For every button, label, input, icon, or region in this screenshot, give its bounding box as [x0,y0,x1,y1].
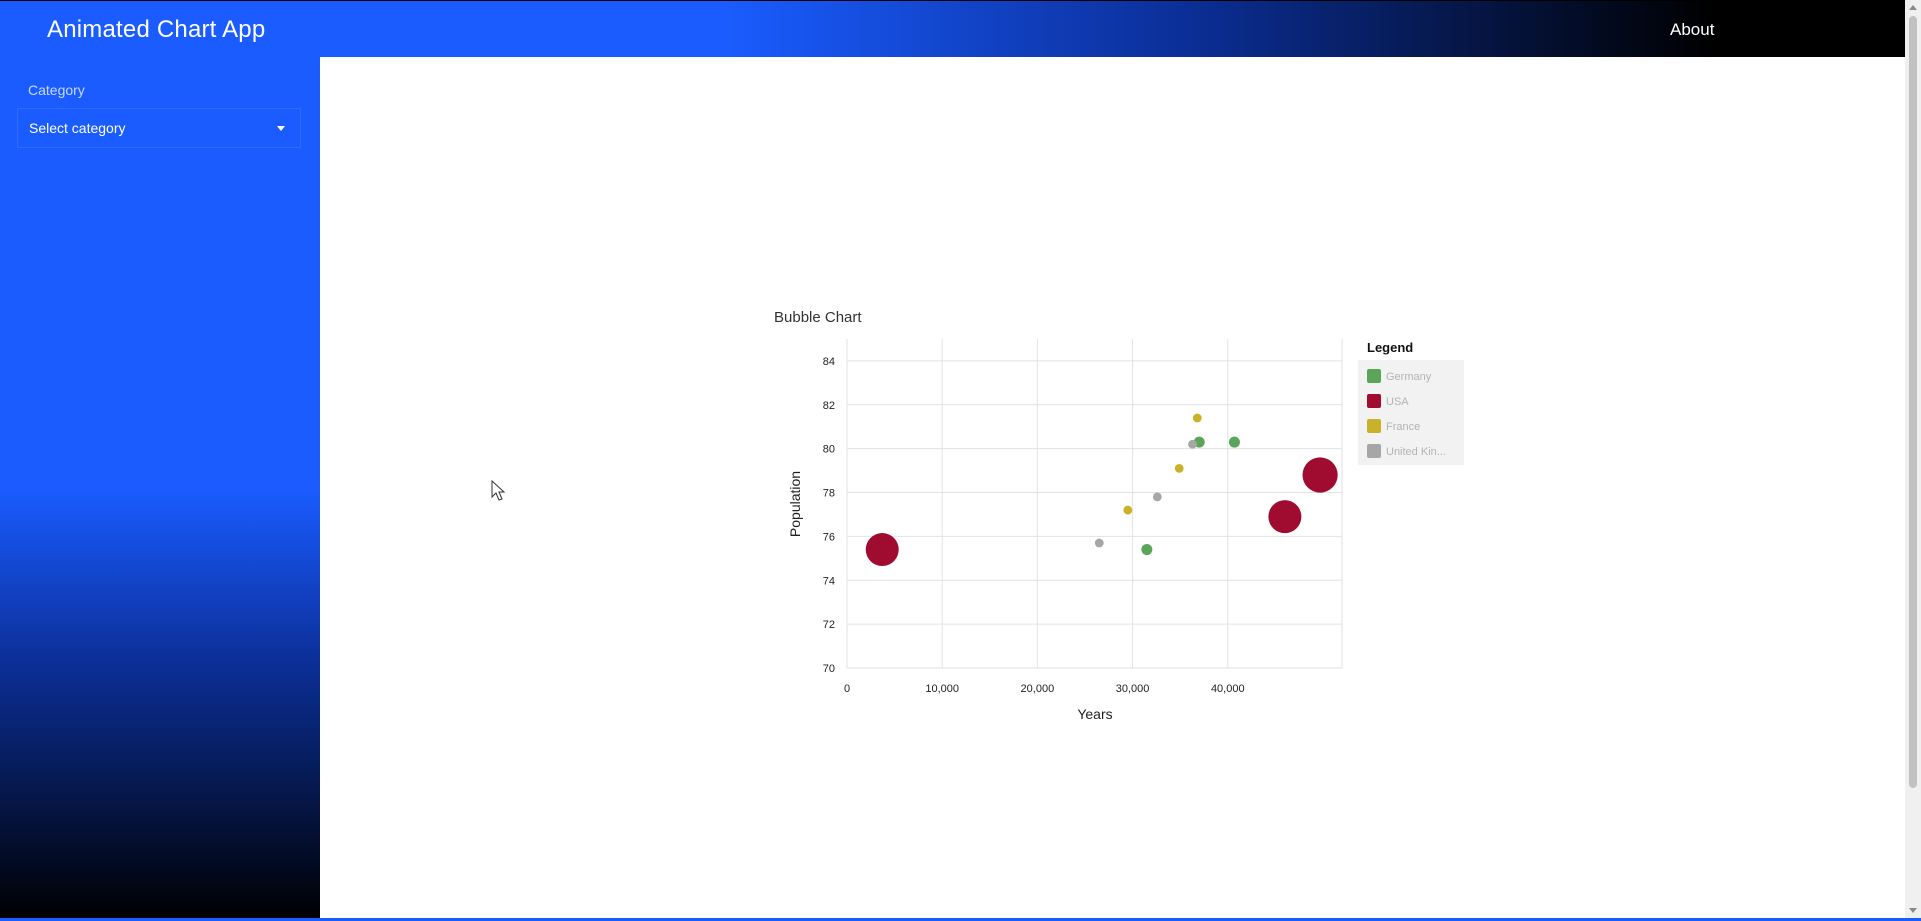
chart-points [865,413,1338,567]
scrollbar-thumb[interactable] [1909,16,1917,788]
bubble-point [1123,505,1133,515]
legend-label: USA [1386,396,1409,408]
chart-title: Bubble Chart [774,309,862,326]
bubble-point [1188,439,1197,449]
legend-label: Germany [1386,371,1432,383]
x-axis-label: Years [1077,706,1112,722]
bubble-point [1268,500,1302,534]
mouse-pointer-icon [491,480,506,501]
bubble-point [1174,464,1184,473]
y-tick-label: 80 [823,444,835,456]
x-tick-label: 0 [844,683,850,695]
chevron-down-icon [277,126,285,131]
legend-label: France [1386,421,1420,433]
legend-swatch [1367,419,1381,433]
category-select-value: Select category [29,120,126,136]
chart-gridlines [846,339,1343,669]
bubble-chart: 70 72 74 76 78 80 82 84 0 10,000 20,000 30,000 40,00… [774,309,1464,722]
category-select[interactable]: Select category [17,108,301,148]
bubble-point [1228,436,1240,448]
category-label: Category [28,82,85,98]
y-tick-label: 78 [823,488,835,500]
x-tick-label: 30,000 [1116,683,1150,695]
bubble-point [1094,538,1104,548]
legend-swatch [1367,444,1381,458]
bubble-point [865,533,899,567]
bubble-point [1302,457,1338,493]
x-tick-label: 10,000 [925,683,959,695]
sidebar: Category Select category [0,57,320,921]
x-tick-label: 40,000 [1211,683,1245,695]
chart-legend: Legend Germany USA France United Kin... [1358,340,1464,465]
y-tick-label: 84 [823,356,835,368]
top-navbar: Animated Chart App About [0,0,1905,58]
bubble-point [1152,492,1162,502]
legend-label: United Kin... [1386,446,1446,458]
app-title: Animated Chart App [47,16,266,43]
y-tick-label: 76 [823,531,835,543]
legend-title: Legend [1367,340,1413,355]
legend-swatch [1367,394,1381,408]
main-content: 70 72 74 76 78 80 82 84 0 10,000 20,000 30,000 40,00… [320,57,1905,921]
y-tick-label: 72 [823,619,835,631]
y-tick-label: 70 [823,663,835,675]
y-axis-label: Population [787,471,803,537]
x-tick-label: 20,000 [1021,683,1055,695]
y-tick-label: 82 [823,400,835,412]
scroll-down-arrow-icon[interactable] [1909,908,1917,913]
about-link[interactable]: About [1670,20,1715,39]
bubble-point [1192,413,1202,423]
scroll-up-arrow-icon[interactable] [1909,5,1917,10]
bubble-point [1141,544,1153,556]
y-tick-label: 74 [823,575,835,587]
window-bottom-edge [0,918,1921,921]
chart-axes: 70 72 74 76 78 80 82 84 0 10,000 20,000 30,000 40,00… [823,356,1245,695]
vertical-scrollbar[interactable] [1905,0,1921,921]
legend-swatch [1367,369,1381,383]
